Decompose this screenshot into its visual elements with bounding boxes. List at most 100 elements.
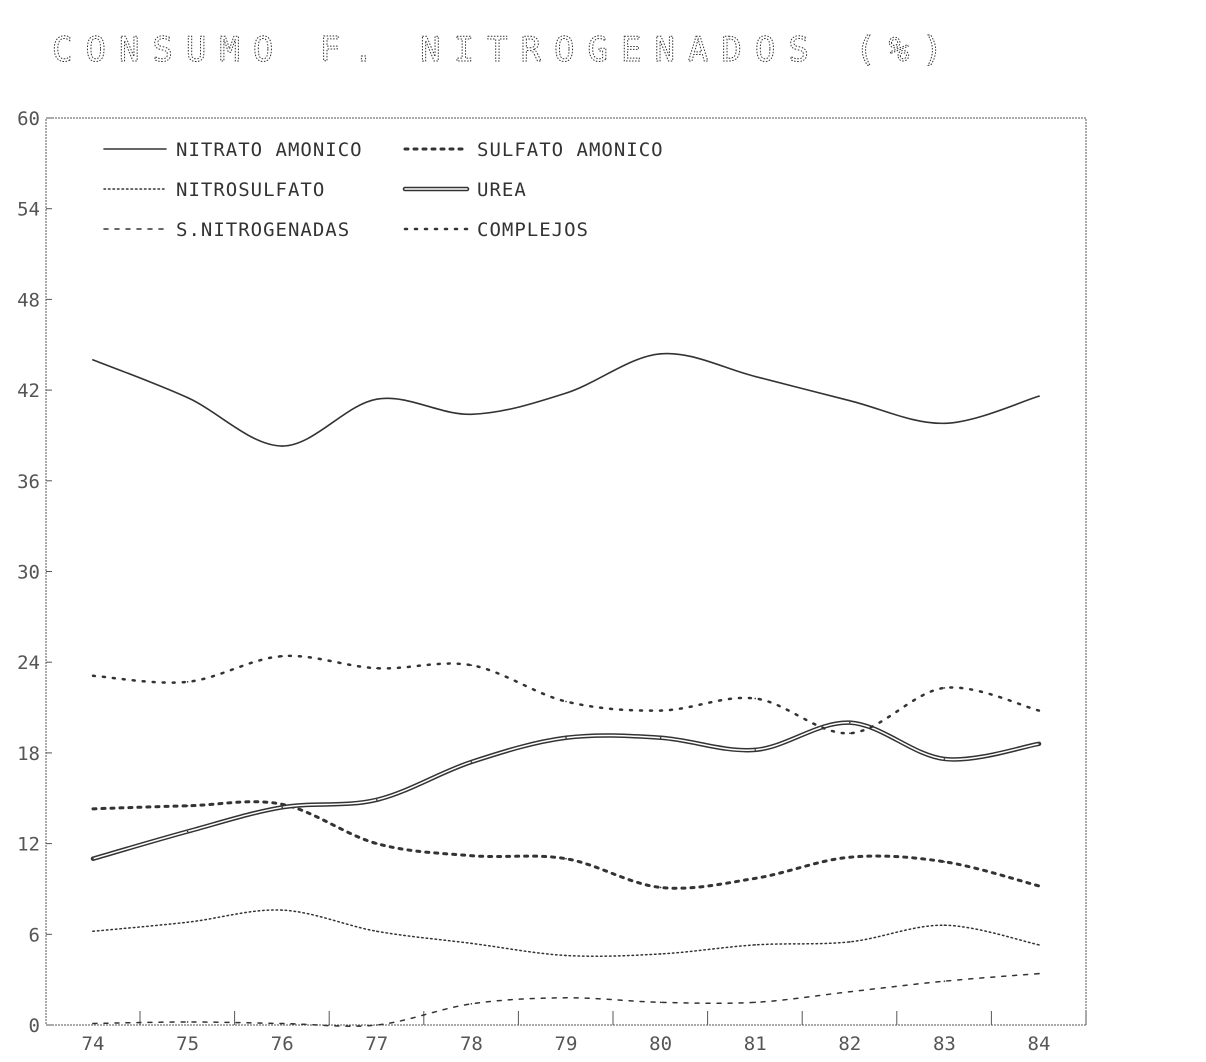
data-point xyxy=(376,930,378,933)
data-point xyxy=(281,655,284,657)
x-tick-label: 79 xyxy=(555,1033,578,1055)
data-point xyxy=(186,1021,189,1023)
y-tick-label: 18 xyxy=(17,743,40,765)
data-point xyxy=(470,413,473,416)
y-tick-label: 60 xyxy=(17,108,40,130)
data-point xyxy=(943,687,946,689)
data-point xyxy=(186,805,189,807)
data-point xyxy=(659,709,662,712)
data-point xyxy=(92,930,94,933)
data-point xyxy=(565,996,567,999)
data-point xyxy=(754,375,756,378)
data-point xyxy=(1038,709,1040,712)
data-point xyxy=(1038,885,1040,887)
y-tick-label: 54 xyxy=(17,199,40,221)
legend-label: S.NITROGENADAS xyxy=(176,219,350,241)
series-nitrosulfato xyxy=(92,909,1040,957)
data-point xyxy=(281,806,284,809)
data-point xyxy=(186,921,189,924)
series-complejos xyxy=(91,654,1041,735)
y-tick-label: 12 xyxy=(17,834,40,856)
data-point xyxy=(92,359,94,361)
legend-label: SULFATO AMONICO xyxy=(477,139,664,161)
data-point xyxy=(470,942,473,945)
data-point xyxy=(849,399,851,402)
data-point xyxy=(659,736,662,739)
legend-label: NITRATO AMONICO xyxy=(176,139,363,161)
data-point xyxy=(470,761,473,763)
x-tick-label: 81 xyxy=(744,1033,767,1055)
series-line-inner xyxy=(92,721,1040,860)
series-urea xyxy=(90,720,1042,861)
legend-item: UREA xyxy=(402,179,527,201)
y-tick-label: 6 xyxy=(29,924,40,946)
data-point xyxy=(849,941,851,943)
data-point xyxy=(943,758,946,760)
data-point xyxy=(943,924,946,927)
data-point xyxy=(1038,972,1040,975)
data-point xyxy=(92,1022,94,1025)
data-point xyxy=(1038,395,1040,397)
x-tick-label: 84 xyxy=(1028,1033,1051,1055)
chart-title: CONSUMO F. NITROGENADOS (%) xyxy=(52,30,956,70)
x-tick-label: 74 xyxy=(82,1033,105,1055)
x-tick-label: 78 xyxy=(460,1033,483,1055)
data-point xyxy=(943,980,946,982)
data-point xyxy=(659,1001,662,1004)
data-point xyxy=(943,422,946,425)
data-point xyxy=(659,353,662,355)
legend-label: UREA xyxy=(477,179,527,201)
x-tick-label: 80 xyxy=(649,1033,672,1055)
series-lines xyxy=(90,352,1042,1027)
legend-label: NITROSULFATO xyxy=(176,179,325,201)
data-point xyxy=(470,854,473,857)
data-point xyxy=(376,667,378,670)
data-point xyxy=(754,697,756,700)
data-point xyxy=(1038,743,1040,745)
data-point xyxy=(186,830,189,833)
y-tick-label: 42 xyxy=(17,380,40,402)
series-line xyxy=(92,352,1040,447)
data-point xyxy=(565,392,567,394)
data-point xyxy=(376,798,378,801)
data-point xyxy=(849,721,851,724)
legend-item: NITROSULFATO xyxy=(103,179,325,201)
data-point xyxy=(470,664,473,667)
y-tick-label: 30 xyxy=(17,562,40,584)
legend-item: SULFATO AMONICO xyxy=(403,139,664,161)
series-s-nitrogenadas xyxy=(92,972,1040,1027)
series-line xyxy=(91,800,1041,890)
data-point xyxy=(943,860,946,863)
y-tick-label: 0 xyxy=(29,1015,40,1037)
series-line xyxy=(92,909,1040,957)
data-point xyxy=(92,857,94,860)
legend-item: COMPLEJOS xyxy=(403,219,589,241)
data-point xyxy=(376,842,378,845)
data-point xyxy=(470,1003,473,1005)
series-line xyxy=(90,720,1042,861)
data-point xyxy=(281,1022,284,1025)
data-point xyxy=(92,808,94,810)
x-tick-label: 75 xyxy=(176,1033,199,1055)
legend: NITRATO AMONICO SULFATO AMONICO NITROSULFA… xyxy=(103,139,664,241)
x-tick-label: 77 xyxy=(365,1033,388,1055)
data-point xyxy=(565,954,567,957)
data-point xyxy=(849,732,851,735)
x-tick-label: 83 xyxy=(933,1033,956,1055)
legend-item: NITRATO AMONICO xyxy=(103,139,363,161)
series-line xyxy=(91,654,1041,735)
data-point xyxy=(186,396,189,399)
data-point xyxy=(281,909,284,911)
y-tick-label: 24 xyxy=(17,652,40,674)
legend-item: S.NITROGENADAS xyxy=(103,219,350,241)
y-axis: 0 6 12 18 24 30 36 42 48 54 60 xyxy=(17,108,52,1037)
data-point xyxy=(849,856,851,859)
x-axis: 74 75 76 77 78 79 80 81 82 83 84 xyxy=(82,1011,1087,1055)
legend-label: COMPLEJOS xyxy=(477,219,589,241)
data-point xyxy=(376,1024,378,1026)
data-point xyxy=(92,675,94,677)
data-point xyxy=(754,749,756,751)
data-point xyxy=(754,1001,756,1004)
